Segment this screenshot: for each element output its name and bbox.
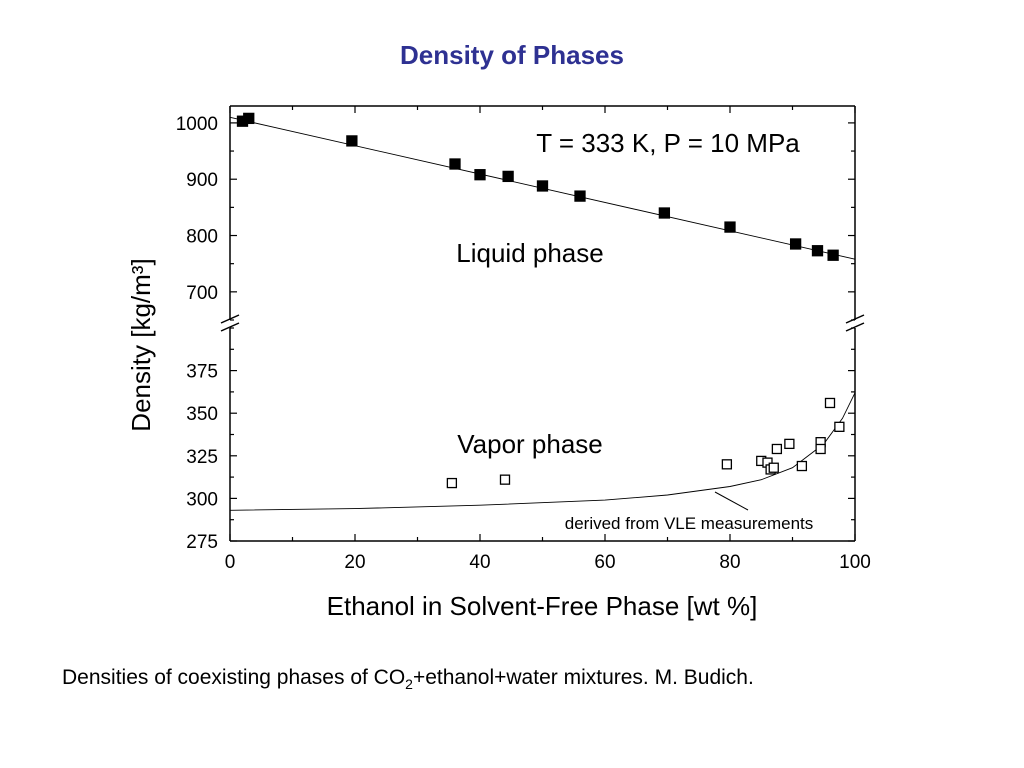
x-tick-label: 60 — [594, 552, 615, 573]
liquid-data-point — [658, 207, 671, 219]
x-axis-title: Ethanol in Solvent-Free Phase [wt %] — [327, 591, 758, 621]
vapor-data-point — [499, 474, 511, 485]
liquid-data-point — [789, 238, 802, 250]
conditions-label: T = 333 K, P = 10 MPa — [536, 128, 800, 158]
y-tick-label: 275 — [186, 532, 218, 553]
vapor-data-point — [784, 438, 795, 450]
caption-subscript: 2 — [405, 676, 413, 693]
x-tick-label: 40 — [469, 552, 490, 573]
liquid-data-point — [536, 180, 549, 192]
vapor-data-point — [721, 459, 733, 470]
vapor-data-point — [796, 460, 808, 472]
liquid-phase-label: Liquid phase — [456, 238, 603, 268]
caption-text-after: +ethanol+water mixtures. M. Budich. — [412, 666, 754, 689]
y-tick-label: 1000 — [176, 114, 218, 135]
fit-annotation-pointer — [714, 491, 749, 511]
y-tick-label: 800 — [186, 227, 218, 248]
x-tick-label: 80 — [719, 552, 740, 573]
liquid-data-point — [243, 112, 255, 125]
vapor-data-point — [815, 443, 826, 455]
vapor-data-point — [768, 462, 779, 473]
axis-break-mark — [220, 314, 240, 324]
x-tick-label: 20 — [344, 552, 365, 573]
vapor-fit-curve — [229, 392, 856, 511]
y-tick-label: 325 — [186, 447, 218, 468]
slide-title: Density of Phases — [400, 40, 624, 70]
y-tick-label: 350 — [186, 404, 218, 425]
liquid-data-point — [449, 158, 461, 170]
liquid-data-point — [346, 135, 358, 147]
vapor-data-point — [834, 421, 845, 432]
y-tick-label: 300 — [186, 489, 218, 510]
liquid-data-point — [811, 245, 824, 257]
liquid-data-point — [827, 249, 839, 261]
axis-break-mark — [845, 322, 865, 332]
y-tick-label: 900 — [186, 170, 218, 191]
y-axis-title: Density [kg/m³] — [126, 258, 156, 431]
fit-annotation-label: derived from VLE measurements — [565, 514, 814, 533]
axis-break-mark — [220, 322, 240, 332]
y-tick-label: 700 — [186, 283, 218, 304]
axis-ticks — [229, 106, 856, 542]
axis-break-mark — [845, 314, 865, 324]
liquid-data-point — [574, 190, 586, 202]
vapor-phase-label: Vapor phase — [457, 429, 603, 459]
plot-frame — [220, 105, 865, 542]
liquid-data-point — [474, 169, 486, 181]
vapor-data-point — [446, 477, 458, 489]
y-tick-label: 375 — [186, 362, 218, 383]
x-tick-label: 100 — [839, 552, 871, 573]
vapor-data-point — [771, 443, 783, 455]
x-tick-label: 0 — [225, 552, 236, 573]
liquid-data-point — [724, 221, 736, 233]
caption-text-before: Densities of coexisting phases of CO — [62, 666, 406, 689]
figure-caption: Densities of coexisting phases of CO2+et… — [62, 666, 754, 692]
vapor-data-point — [824, 397, 836, 409]
data-markers — [236, 112, 845, 489]
liquid-data-point — [502, 170, 514, 183]
chart-labels: 0 20 40 60 80 100 700 800 900 1000 275 300 325 350 375… — [126, 114, 871, 621]
